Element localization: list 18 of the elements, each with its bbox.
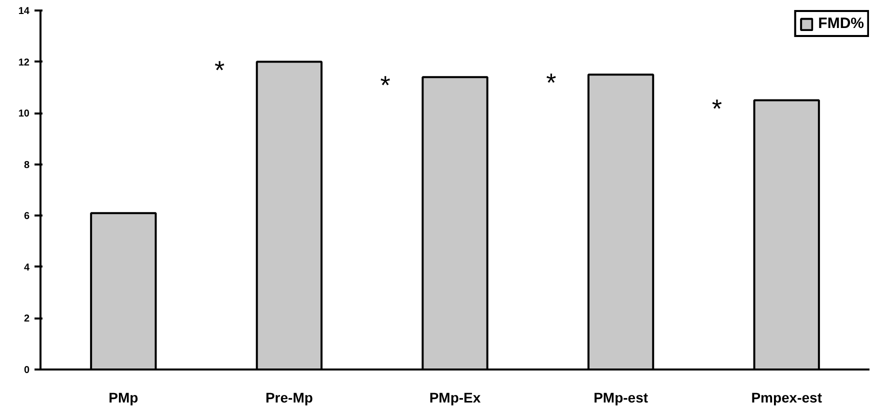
- x-tick-label: PMp: [108, 390, 138, 406]
- y-tick-label: 8: [24, 160, 30, 171]
- y-tick-label: 0: [24, 365, 30, 376]
- y-tick-label: 10: [18, 108, 30, 120]
- x-tick-label: PMp-est: [594, 390, 648, 406]
- y-tick-label: 2: [24, 314, 30, 325]
- y-tick-label: 14: [18, 6, 30, 17]
- annotation: *: [546, 68, 556, 98]
- annotation: *: [712, 93, 722, 124]
- y-tick-label: 6: [24, 211, 30, 222]
- y-tick-label: 12: [18, 57, 30, 68]
- x-tick-label: Pre-Mp: [265, 390, 313, 406]
- x-tick-label: Pmpex-est: [751, 390, 822, 406]
- y-tick-label: 4: [24, 262, 30, 274]
- x-tick-label: PMp-Ex: [429, 390, 481, 406]
- annotation: *: [214, 54, 225, 85]
- legend-label: FMD%: [818, 15, 864, 32]
- annotation: *: [380, 70, 390, 100]
